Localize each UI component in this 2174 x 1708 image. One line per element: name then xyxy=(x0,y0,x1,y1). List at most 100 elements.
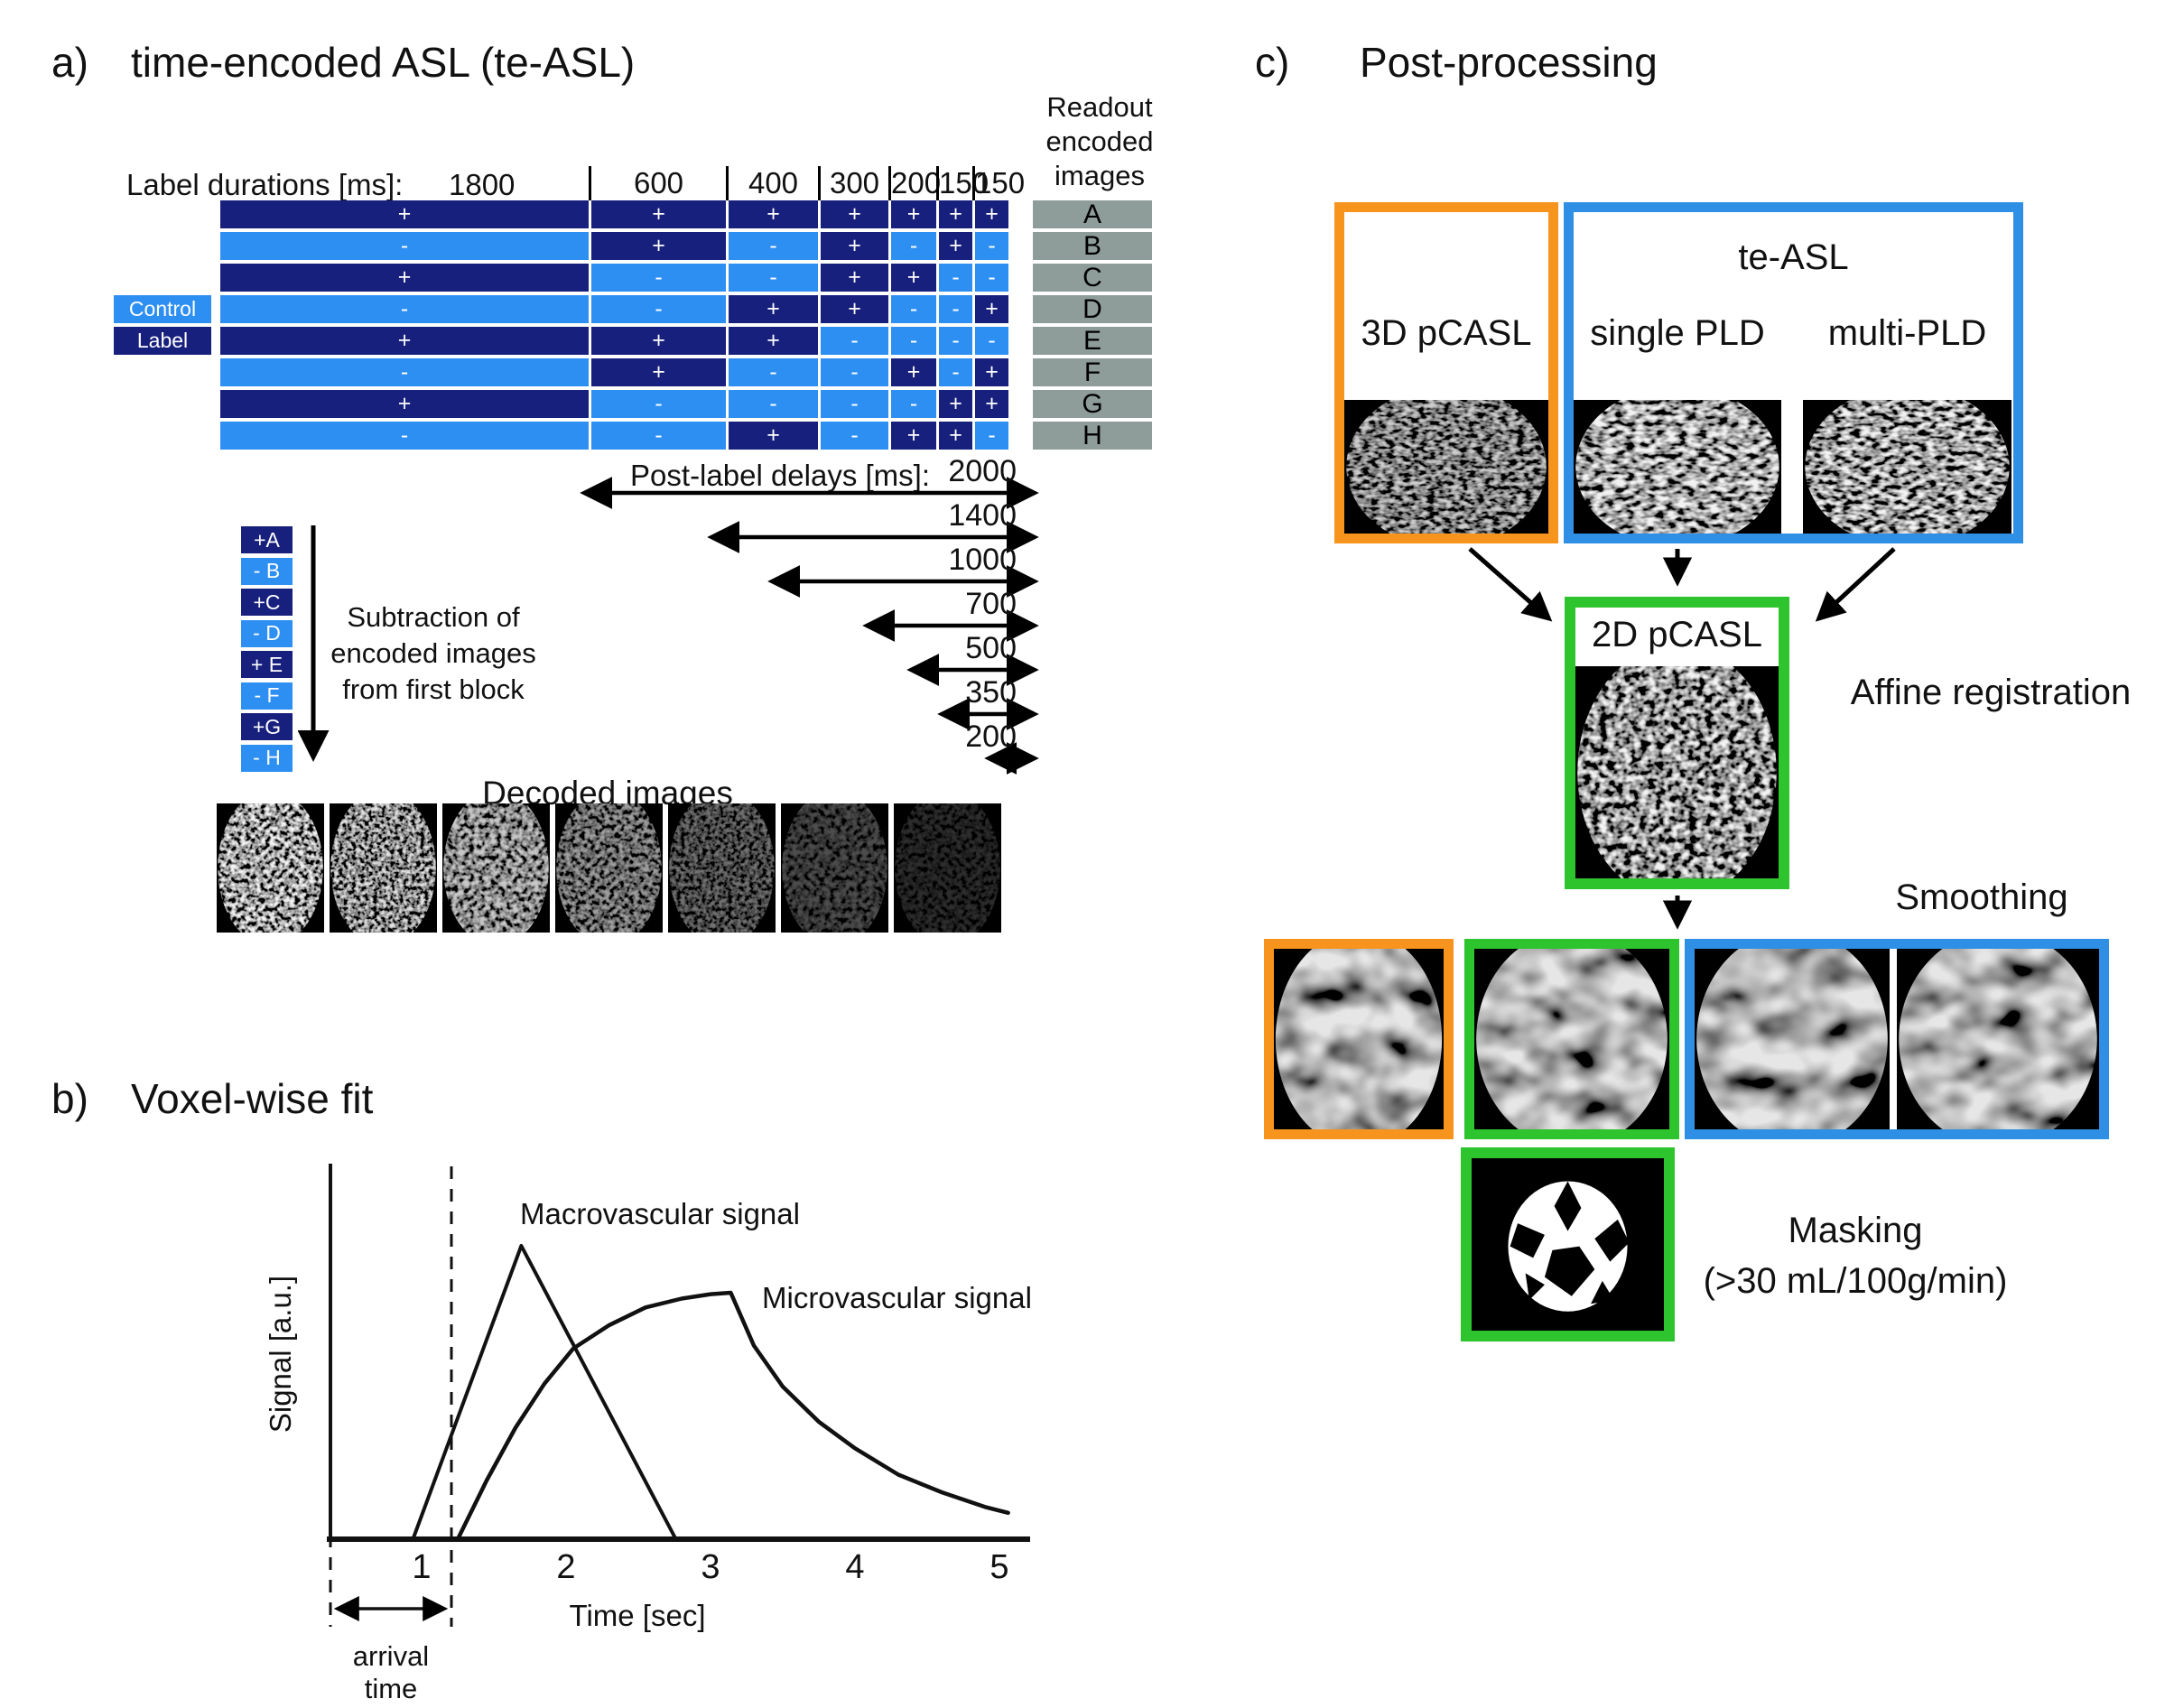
affine-registration-label: Affine registration xyxy=(1850,673,2132,712)
duration-1800: 1800 xyxy=(449,168,516,201)
matrix-cell-E-4: - xyxy=(891,327,936,355)
pld-value-2000: 2000 xyxy=(948,454,1017,488)
subtraction-block-3: +C xyxy=(241,589,293,616)
matrix-cell-C-3: + xyxy=(821,264,888,292)
matrix-cell-A-1: + xyxy=(591,200,726,228)
x-tick-5: 5 xyxy=(989,1548,1008,1586)
duration-value: 150 xyxy=(975,166,1026,200)
micro-curve-label: Microvascular signal xyxy=(762,1281,1032,1314)
readout-header-line1: Readout xyxy=(1046,91,1153,123)
flow-arrows xyxy=(1468,547,1896,930)
matrix-cell-A-0: + xyxy=(220,200,589,228)
brain-image xyxy=(894,803,1001,933)
matrix-cell-D-6: + xyxy=(975,295,1008,323)
readout-box-C: C xyxy=(1033,263,1152,292)
matrix-cell-G-6: + xyxy=(975,390,1008,418)
masking-box xyxy=(1461,1147,1675,1341)
decoded-image-5 xyxy=(668,803,776,933)
matrix-cell-B-0: - xyxy=(220,232,589,260)
duration-separator xyxy=(818,166,821,200)
result-image-3d xyxy=(1274,949,1444,1129)
x-tick-3: 3 xyxy=(701,1548,720,1586)
pld-value-500: 500 xyxy=(965,631,1017,665)
matrix-cell-E-6: - xyxy=(975,327,1008,355)
arrow-3d-to-2d xyxy=(1468,547,1553,622)
box-3d-pcasl-label: 3D pCASL xyxy=(1361,313,1532,353)
smoothing-label: Smoothing xyxy=(1895,877,2068,917)
arrival-label-line2: time xyxy=(365,1673,418,1704)
matrix-cell-E-2: + xyxy=(729,327,818,355)
result-box-2d xyxy=(1464,939,1679,1139)
panel-b-title: Voxel-wise fit xyxy=(131,1075,374,1122)
subtraction-note: Subtraction of encoded images from first… xyxy=(298,599,569,708)
matrix-cell-B-6: - xyxy=(975,232,1008,260)
result-image-2d xyxy=(1474,949,1669,1129)
matrix-cell-F-1: + xyxy=(591,358,726,386)
arrival-label-line1: arrival xyxy=(353,1640,429,1672)
matrix-cell-F-4: + xyxy=(891,358,936,386)
duration-separator xyxy=(589,166,591,200)
image-2d-pcasl xyxy=(1575,666,1779,878)
matrix-cell-H-5: + xyxy=(939,422,972,450)
matrix-cell-A-4: + xyxy=(891,200,936,228)
decoded-image-7 xyxy=(894,803,1001,933)
decoded-image-1 xyxy=(217,803,324,933)
matrix-cell-D-1: - xyxy=(591,295,726,323)
readout-box-E: E xyxy=(1033,326,1152,356)
image-single-pld xyxy=(1574,400,1781,534)
matrix-cell-G-3: - xyxy=(821,390,888,418)
matrix-cell-B-1: + xyxy=(591,232,726,260)
subtraction-block-1: +A xyxy=(241,526,293,553)
legend-control: Control xyxy=(114,295,211,323)
result-image-single-pld xyxy=(1695,949,1890,1129)
matrix-cell-D-4: - xyxy=(891,295,936,323)
brain-image xyxy=(442,803,550,933)
decoded-row xyxy=(217,803,1011,933)
brain-image xyxy=(330,803,437,933)
y-axis-label: Signal [a.u.] xyxy=(264,1276,297,1433)
matrix-cell-G-0: + xyxy=(220,390,589,418)
masking-label: Masking (>30 mL/100g/min) xyxy=(1688,1205,2022,1306)
matrix-cell-G-2: - xyxy=(729,390,818,418)
x-tick-4: 4 xyxy=(845,1548,864,1586)
matrix-cell-B-4: - xyxy=(891,232,936,260)
subtraction-block-6: - F xyxy=(241,682,293,710)
matrix-cell-G-1: - xyxy=(591,390,726,418)
matrix-cell-D-5: - xyxy=(939,295,972,323)
readout-header-line3: images xyxy=(1054,160,1145,191)
brain-image xyxy=(1344,400,1548,534)
matrix-cell-H-6: - xyxy=(975,422,1008,450)
duration-separator xyxy=(972,166,975,200)
readout-header-line2: encoded xyxy=(1045,125,1154,157)
brain-image xyxy=(217,803,324,933)
duration-value: 400 xyxy=(748,166,799,200)
matrix-cell-G-4: - xyxy=(891,390,936,418)
matrix-cell-G-5: + xyxy=(939,390,972,418)
panel-a-tag: a) xyxy=(51,39,88,86)
subtraction-block-2: - B xyxy=(241,557,293,585)
subtraction-note-line1: Subtraction of xyxy=(347,601,520,633)
panel-c-tag: c) xyxy=(1255,39,1290,86)
readout-box-G: G xyxy=(1033,389,1152,419)
subtraction-block-5: + E xyxy=(241,651,293,678)
matrix-cell-F-2: - xyxy=(729,358,818,386)
subtraction-note-line3: from first block xyxy=(342,673,525,705)
matrix-cell-F-0: - xyxy=(220,358,589,386)
matrix-cell-C-5: - xyxy=(939,264,972,292)
subtraction-block-7: +G xyxy=(241,713,293,740)
box-3d-pcasl: 3D pCASL xyxy=(1334,202,1558,543)
subtraction-arrow xyxy=(298,525,330,762)
duration-separator xyxy=(936,166,939,200)
matrix-cell-C-0: + xyxy=(220,264,589,292)
matrix-cell-C-6: - xyxy=(975,264,1008,292)
single-pld-label: single PLD xyxy=(1590,313,1765,353)
readout-box-B: B xyxy=(1033,231,1152,261)
image-3d-pcasl xyxy=(1344,400,1548,534)
panel-c-title: Post-processing xyxy=(1360,39,1658,86)
duration-separator xyxy=(726,166,729,200)
matrix-cell-C-4: + xyxy=(891,264,936,292)
brain-image xyxy=(1803,400,2011,534)
subtraction-note-line2: encoded images xyxy=(330,637,536,669)
decoded-image-2 xyxy=(330,803,437,933)
